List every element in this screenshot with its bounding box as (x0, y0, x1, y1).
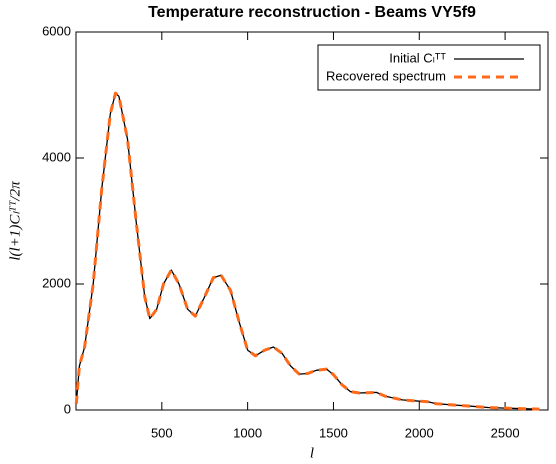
y-tick-label: 0 (64, 401, 71, 416)
x-tick-label: 1000 (233, 425, 262, 440)
series-line (74, 91, 540, 411)
y-tick-label: 2000 (42, 275, 71, 290)
x-tick-label: 2000 (405, 425, 434, 440)
x-tick-label: 500 (151, 425, 173, 440)
x-tick-label: 2500 (491, 425, 520, 440)
y-axis-label: l(l+1)Cₗᵀᵀ/2π (7, 181, 23, 261)
legend-box (317, 44, 541, 91)
x-tick-label: 1500 (319, 425, 348, 440)
chart-title: Temperature reconstruction - Beams VY5f9 (148, 4, 476, 21)
legend-label: Recovered spectrum (326, 68, 446, 83)
x-axis-label: l (310, 445, 314, 461)
plot-frame (75, 31, 549, 411)
series-line (75, 92, 540, 410)
y-tick-label: 6000 (42, 23, 71, 38)
legend-label: Initial Cₗᵀᵀ (389, 50, 446, 65)
y-tick-label: 4000 (42, 149, 71, 164)
